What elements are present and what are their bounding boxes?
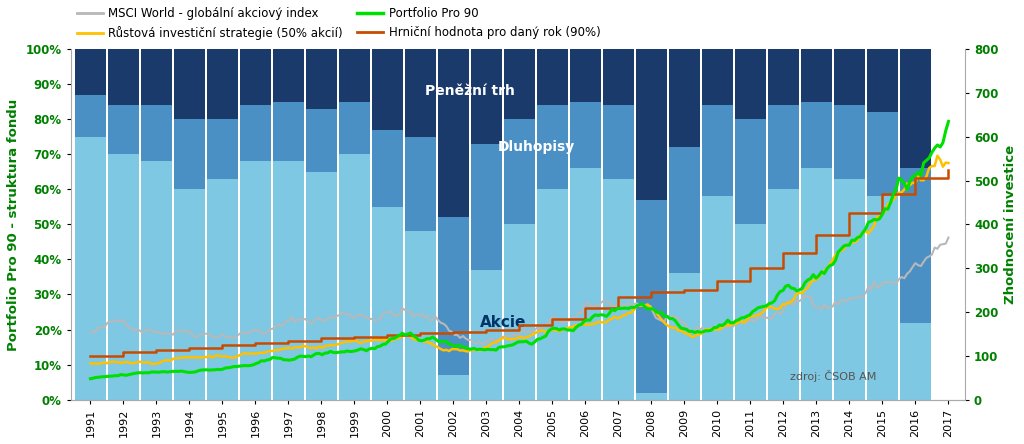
Bar (141, 161, 172, 400)
Bar (570, 168, 601, 400)
Bar (802, 49, 831, 102)
Bar (141, 105, 172, 161)
Bar (900, 49, 931, 168)
Text: Peněžní trh: Peněžní trh (425, 84, 515, 98)
Bar (735, 119, 766, 224)
Bar (538, 49, 567, 105)
Bar (835, 179, 864, 400)
Bar (241, 161, 270, 400)
Bar (670, 147, 699, 274)
Bar (207, 49, 238, 119)
Bar (273, 102, 304, 161)
Bar (900, 168, 931, 322)
Bar (702, 49, 732, 105)
Bar (900, 322, 931, 400)
Bar (438, 218, 469, 375)
Bar (273, 49, 304, 102)
Bar (174, 49, 205, 119)
Bar (570, 49, 601, 102)
Bar (802, 102, 831, 168)
Bar (306, 172, 337, 400)
Bar (438, 49, 469, 218)
Bar (174, 119, 205, 189)
Bar (768, 49, 799, 105)
Bar (373, 207, 402, 400)
Bar (504, 224, 535, 400)
Bar (471, 144, 502, 270)
Bar (406, 49, 435, 137)
Bar (109, 49, 138, 105)
Bar (670, 49, 699, 147)
Bar (802, 168, 831, 400)
Bar (636, 200, 667, 392)
Bar (438, 375, 469, 400)
Bar (373, 49, 402, 130)
Text: Akcie: Akcie (480, 315, 526, 330)
Bar (306, 109, 337, 172)
Bar (241, 105, 270, 161)
Bar (76, 49, 105, 95)
Bar (339, 155, 370, 400)
Bar (76, 137, 105, 400)
Y-axis label: Zhodnocení investice: Zhodnocení investice (1005, 145, 1017, 304)
Text: Dluhopisy: Dluhopisy (498, 140, 574, 154)
Bar (768, 189, 799, 400)
Bar (109, 155, 138, 400)
Bar (373, 130, 402, 207)
Bar (867, 49, 898, 112)
Bar (406, 231, 435, 400)
Bar (835, 49, 864, 105)
Bar (867, 196, 898, 400)
Bar (339, 102, 370, 155)
Bar (76, 95, 105, 137)
Bar (702, 105, 732, 196)
Bar (538, 189, 567, 400)
Bar (241, 49, 270, 105)
Bar (273, 161, 304, 400)
Bar (339, 49, 370, 102)
Bar (471, 270, 502, 400)
Legend: MSCI World - globální akciový index, Růstová investiční strategie (50% akcií), P: MSCI World - globální akciový index, Růs… (77, 7, 601, 40)
Bar (603, 105, 634, 179)
Text: zdroj: ČSOB AM: zdroj: ČSOB AM (790, 369, 877, 381)
Bar (471, 49, 502, 144)
Bar (603, 179, 634, 400)
Bar (174, 189, 205, 400)
Bar (570, 102, 601, 168)
Bar (504, 119, 535, 224)
Bar (603, 49, 634, 105)
Bar (735, 224, 766, 400)
Bar (306, 49, 337, 109)
Y-axis label: Portfolio Pro 90 - struktura fondu: Portfolio Pro 90 - struktura fondu (7, 98, 19, 350)
Bar (141, 49, 172, 105)
Bar (670, 274, 699, 400)
Bar (538, 105, 567, 189)
Bar (636, 392, 667, 400)
Bar (835, 105, 864, 179)
Bar (735, 49, 766, 119)
Bar (504, 49, 535, 119)
Bar (406, 137, 435, 231)
Bar (636, 49, 667, 200)
Bar (768, 105, 799, 189)
Bar (702, 196, 732, 400)
Bar (207, 179, 238, 400)
Bar (109, 105, 138, 155)
Bar (207, 119, 238, 179)
Bar (867, 112, 898, 196)
